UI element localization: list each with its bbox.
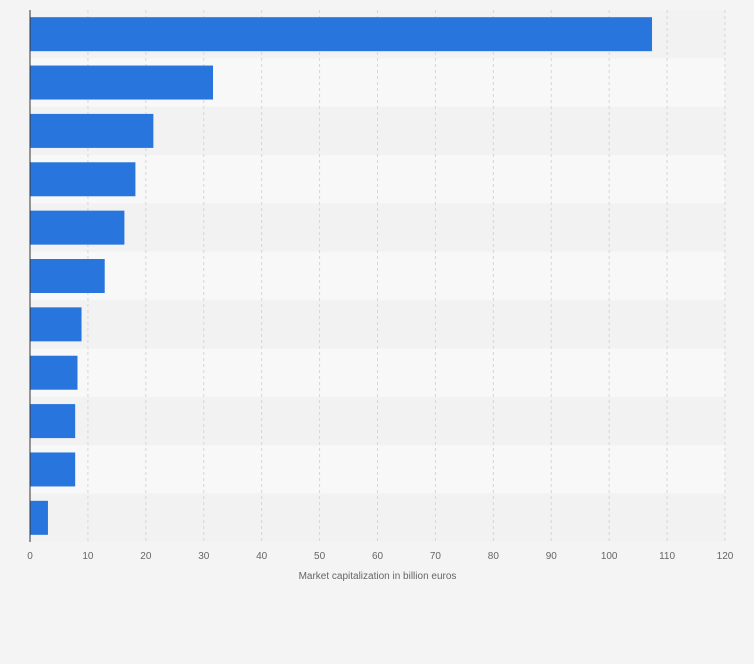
bar bbox=[30, 404, 76, 439]
bar bbox=[30, 259, 105, 293]
x-tick-label: 100 bbox=[601, 551, 618, 562]
bar bbox=[30, 113, 154, 148]
x-tick-label: 110 bbox=[659, 551, 675, 562]
bar bbox=[30, 17, 653, 52]
bar bbox=[30, 307, 82, 342]
x-tick-label: 20 bbox=[140, 551, 152, 562]
x-tick-label: 10 bbox=[82, 551, 94, 562]
x-tick-label: 0 bbox=[27, 551, 33, 562]
x-tick-label: 30 bbox=[198, 551, 210, 562]
bar bbox=[30, 452, 76, 487]
x-tick-label: 50 bbox=[314, 551, 326, 562]
bar bbox=[30, 65, 214, 100]
bar bbox=[30, 355, 78, 390]
x-tick-label: 80 bbox=[488, 551, 500, 562]
bars bbox=[30, 17, 653, 535]
x-tick-label: 70 bbox=[430, 551, 442, 562]
bar bbox=[30, 210, 125, 245]
bar bbox=[30, 500, 48, 535]
x-axis-title: Market capitalization in billion euros bbox=[299, 571, 457, 582]
x-tick-labels: 0 10 20 30 40 50 60 70 80 90 100 110 120 bbox=[27, 551, 734, 562]
x-tick-label: 120 bbox=[717, 551, 734, 562]
x-tick-label: 90 bbox=[546, 551, 558, 562]
bar bbox=[30, 162, 136, 197]
x-tick-label: 40 bbox=[256, 551, 268, 562]
x-tick-label: 60 bbox=[372, 551, 384, 562]
